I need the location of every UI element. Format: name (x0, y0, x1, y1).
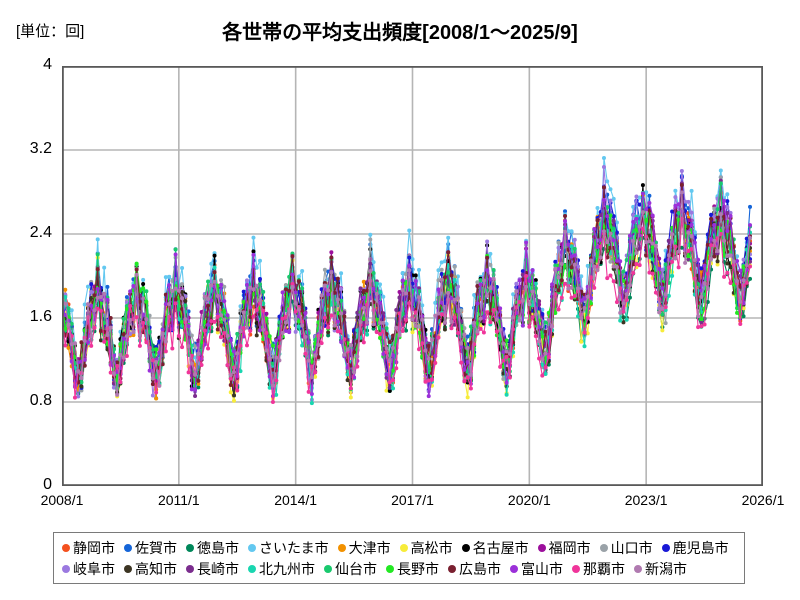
legend-item[interactable]: 長野市 (386, 562, 439, 576)
x-tick-label: 2014/1 (274, 492, 318, 508)
legend-item[interactable]: 新潟市 (634, 562, 687, 576)
legend-marker-icon (248, 564, 256, 573)
unit-label: [単位：回] (16, 23, 85, 40)
legend-label: さいたま市 (259, 539, 329, 556)
y-tick-label: 2.4 (29, 224, 52, 241)
legend-label: 大津市 (348, 539, 391, 556)
legend-marker-icon (572, 564, 580, 573)
legend-marker-icon (386, 564, 394, 573)
legend-label: 富山市 (521, 560, 563, 577)
legend-label: 高松市 (410, 539, 453, 556)
legend-marker-icon (661, 543, 670, 552)
legend-item[interactable]: 佐賀市 (124, 541, 177, 555)
legend-item[interactable]: 北九州市 (248, 562, 315, 576)
legend: 静岡市 佐賀市 徳島市 さいたま市 大津市 高松市 名古屋市 福岡市 山口市 鹿児島市岐阜市 高知市… (53, 532, 745, 584)
legend-label: 鹿児島市 (672, 539, 729, 556)
x-tick-label: 2017/1 (391, 492, 434, 508)
legend-marker-icon (634, 564, 642, 573)
legend-item[interactable]: 長崎市 (186, 562, 239, 576)
legend-label: 広島市 (459, 560, 501, 577)
legend-item[interactable]: 徳島市 (186, 541, 239, 555)
legend-label: 高知市 (135, 560, 177, 577)
legend-label: 新潟市 (645, 560, 687, 577)
y-tick-label: 0.8 (29, 392, 52, 409)
legend-row: 静岡市 佐賀市 徳島市 さいたま市 大津市 高松市 名古屋市 福岡市 山口市 鹿児島市 (60, 537, 738, 558)
x-tick-label: 2023/1 (624, 492, 668, 508)
legend-marker-icon (510, 564, 518, 573)
legend-item[interactable]: 高松市 (399, 539, 453, 556)
legend-item[interactable]: 岐阜市 (62, 562, 115, 576)
legend-marker-icon (337, 543, 346, 552)
legend-label: 長野市 (397, 560, 439, 577)
legend-item[interactable]: 仙台市 (324, 562, 377, 576)
legend-marker-icon (186, 564, 194, 573)
series-canvas (62, 66, 763, 486)
legend-item[interactable]: 那覇市 (572, 562, 625, 576)
legend-row: 岐阜市 高知市 長崎市 北九州市 仙台市 長野市 広島市 富山市 那覇市 新潟市 (60, 558, 738, 579)
legend-item[interactable]: 富山市 (510, 562, 563, 576)
legend-marker-icon (448, 564, 456, 573)
legend-label: 仙台市 (335, 560, 377, 577)
legend-marker-icon (248, 543, 256, 552)
legend-item[interactable]: 静岡市 (62, 541, 115, 555)
data-series-group (62, 155, 753, 406)
legend-label: 岐阜市 (73, 560, 115, 577)
legend-label: 徳島市 (197, 539, 239, 556)
y-tick-label: 4 (43, 56, 52, 73)
legend-marker-icon (599, 543, 608, 552)
x-tick-label: 2026/1 (741, 492, 785, 508)
legend-item[interactable]: 広島市 (448, 562, 501, 576)
legend-label: 那覇市 (583, 560, 625, 577)
legend-label: 山口市 (610, 539, 653, 556)
legend-item[interactable]: さいたま市 (248, 541, 329, 555)
legend-label: 福岡市 (548, 539, 591, 556)
y-tick-label: 0 (43, 476, 52, 493)
legend-item[interactable]: 大津市 (337, 539, 391, 556)
legend-marker-icon (186, 543, 194, 552)
legend-label: 北九州市 (259, 560, 315, 577)
legend-marker-icon (124, 564, 132, 573)
legend-marker-icon (399, 543, 408, 552)
page-title: 各世帯の平均支出頻度[2008/1～2025/9] (222, 22, 578, 44)
legend-label: 佐賀市 (135, 539, 177, 556)
plot-area (62, 66, 763, 486)
y-tick-label: 3.2 (29, 140, 52, 157)
legend-marker-icon (324, 564, 332, 573)
legend-label: 長崎市 (197, 560, 239, 577)
legend-marker-icon (461, 543, 470, 552)
legend-item[interactable]: 高知市 (124, 562, 177, 576)
legend-item[interactable]: 名古屋市 (461, 539, 529, 556)
data-series (62, 190, 753, 397)
legend-marker-icon (124, 543, 132, 552)
legend-marker-icon (62, 564, 70, 573)
legend-marker-icon (62, 543, 70, 552)
x-tick-label: 2011/1 (157, 492, 200, 508)
legend-item[interactable]: 山口市 (599, 539, 653, 556)
legend-item[interactable]: 福岡市 (537, 539, 591, 556)
legend-item[interactable]: 鹿児島市 (661, 539, 729, 556)
x-tick-label: 2008/1 (40, 492, 84, 508)
legend-label: 静岡市 (73, 539, 115, 556)
y-tick-label: 1.6 (29, 308, 52, 325)
legend-marker-icon (537, 543, 546, 552)
plot-frame (62, 66, 763, 486)
legend-label: 名古屋市 (472, 539, 529, 556)
x-tick-label: 2020/1 (507, 492, 551, 508)
